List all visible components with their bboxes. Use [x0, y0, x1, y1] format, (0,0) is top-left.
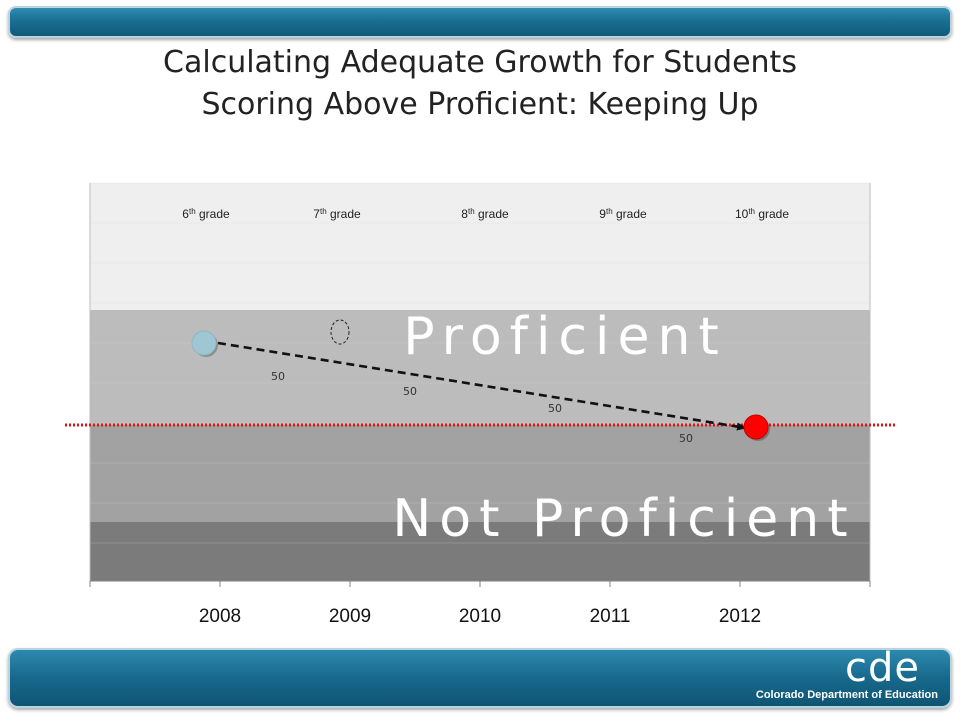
- grade-label: 9th grade: [599, 207, 647, 221]
- band-label-not-proficient: Not Proficient: [392, 489, 855, 549]
- slide-title-line-2: Scoring Above Proficient: Keeping Up: [201, 87, 759, 122]
- grade-label: 6th grade: [182, 207, 230, 221]
- growth-label: 50: [271, 370, 285, 383]
- x-tick-label: 2008: [199, 606, 241, 627]
- start-point: [191, 330, 217, 356]
- band-proficient: [90, 310, 870, 425]
- band-not-proficient: [90, 425, 870, 522]
- growth-label: 50: [548, 402, 562, 415]
- logo-letters: cde: [845, 645, 920, 691]
- growth-label: 50: [679, 432, 693, 445]
- grade-label: 8th grade: [461, 207, 509, 221]
- grade-label: 7th grade: [313, 207, 361, 221]
- logo-org-name: Colorado Department of Education: [755, 689, 938, 701]
- growth-label: 50: [403, 385, 417, 398]
- slide-title-line-1: Calculating Adequate Growth for Students: [163, 45, 797, 80]
- grade-label: 10th grade: [735, 207, 789, 221]
- x-tick-label: 2010: [459, 606, 501, 627]
- slide-title: Calculating Adequate Growth for Students…: [0, 42, 960, 126]
- band-label-proficient: Proficient: [403, 307, 727, 367]
- band-bottom: [90, 522, 870, 581]
- header-bar: [8, 6, 952, 38]
- band-top: [90, 183, 870, 310]
- end-point: [743, 414, 769, 440]
- x-tick-label: 2009: [329, 606, 371, 627]
- projected-point: [330, 319, 350, 345]
- footer-bar: cde Colorado Department of Education: [8, 646, 952, 708]
- x-tick-label: 2012: [719, 606, 761, 627]
- cde-logo: cde Colorado Department of Education: [728, 646, 938, 706]
- growth-trajectory-arrow: [217, 341, 747, 431]
- x-tick-label: 2011: [590, 606, 631, 627]
